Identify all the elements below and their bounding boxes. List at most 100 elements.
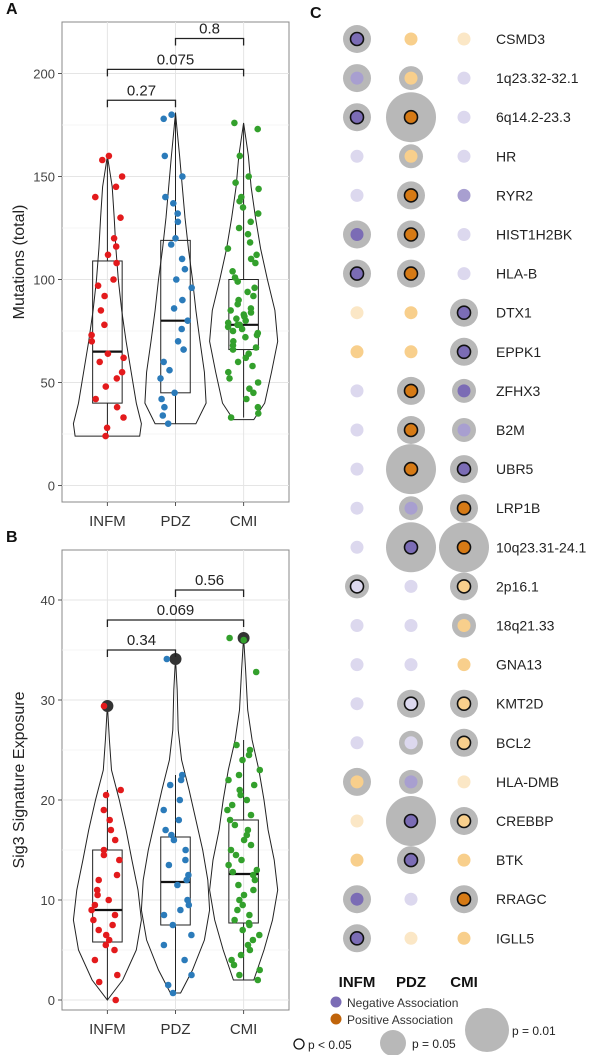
- data-point-cmi: [243, 796, 251, 804]
- p-value-label: 0.8: [199, 20, 220, 37]
- association-dot: [456, 891, 472, 907]
- data-point-pdz: [174, 881, 181, 889]
- association-dot: [404, 149, 418, 163]
- data-point-cmi: [233, 741, 240, 749]
- data-point-pdz: [188, 284, 195, 292]
- data-point-cmi: [234, 358, 242, 366]
- data-point-infm: [100, 851, 108, 859]
- data-point-infm: [109, 921, 116, 929]
- association-dot: [456, 813, 472, 829]
- x-tick-label-cmi: CMI: [230, 513, 258, 530]
- data-point-cmi: [225, 368, 232, 376]
- p-value-label: 0.34: [127, 632, 156, 649]
- data-point-cmi: [229, 327, 237, 335]
- data-point-cmi: [228, 956, 235, 964]
- data-point-cmi: [250, 292, 257, 300]
- data-point-cmi: [238, 856, 245, 864]
- y-tick-label: 100: [33, 273, 55, 288]
- data-point-pdz: [160, 806, 167, 814]
- comparison-bracket: [174, 589, 245, 597]
- legend-p01-circle: [465, 1008, 509, 1052]
- association-dot: [404, 775, 418, 789]
- data-point-infm: [100, 846, 108, 854]
- data-point-pdz: [169, 921, 177, 929]
- data-point-infm: [102, 931, 110, 939]
- comparison-bracket: [106, 68, 245, 77]
- data-point-cmi: [255, 185, 262, 193]
- data-point-pdz: [173, 276, 180, 283]
- data-point-pdz: [175, 816, 183, 824]
- data-point-pdz: [162, 826, 169, 834]
- row-label: IGLL5: [496, 930, 534, 946]
- data-point-infm: [88, 338, 96, 345]
- data-point-cmi: [246, 921, 253, 929]
- y-tick-label: 20: [41, 793, 55, 808]
- data-point-cmi: [225, 776, 232, 784]
- data-point-pdz: [188, 931, 195, 939]
- data-point-cmi: [249, 871, 257, 879]
- association-dot: [350, 853, 364, 867]
- data-point-infm: [113, 375, 121, 382]
- association-dot: [350, 619, 364, 632]
- association-dot: [350, 892, 364, 906]
- data-point-pdz: [159, 412, 167, 419]
- data-point-cmi: [229, 268, 236, 275]
- data-point-cmi: [250, 886, 257, 894]
- data-point-infm: [102, 432, 109, 440]
- data-point-cmi: [236, 197, 243, 205]
- data-point-cmi: [224, 245, 232, 252]
- data-point-cmi: [243, 831, 251, 839]
- data-point-pdz: [170, 200, 177, 207]
- x-tick-label-infm: INFM: [89, 1021, 126, 1038]
- data-point-pdz: [164, 420, 172, 428]
- row-label: UBR5: [496, 461, 534, 477]
- association-dot: [350, 71, 364, 85]
- association-dot: [403, 813, 419, 829]
- data-point-cmi: [234, 321, 241, 329]
- data-point-cmi: [246, 385, 253, 393]
- row-label: 1q23.32-32.1: [496, 70, 579, 86]
- row-label: HIST1H2BK: [496, 227, 573, 243]
- data-point-cmi: [254, 403, 262, 411]
- association-dot: [457, 188, 471, 202]
- association-dot: [404, 32, 418, 46]
- association-dot: [457, 384, 471, 398]
- data-point-cmi: [234, 906, 241, 914]
- row-label: 6q14.2-23.3: [496, 109, 571, 125]
- data-point-cmi: [225, 861, 232, 869]
- data-point-infm: [105, 152, 113, 160]
- data-point-infm: [111, 911, 119, 919]
- p-value-label: 0.075: [157, 51, 195, 68]
- p-value-label: 0.069: [157, 602, 195, 619]
- data-point-infm: [96, 358, 103, 366]
- association-dot: [404, 931, 418, 945]
- data-point-pdz: [185, 901, 193, 909]
- association-dot: [403, 852, 419, 868]
- association-dot: [457, 423, 471, 437]
- data-point-cmi: [252, 668, 260, 676]
- data-point-pdz: [168, 831, 175, 839]
- row-label: DTX1: [496, 305, 532, 321]
- data-point-infm: [105, 936, 113, 944]
- data-point-cmi: [246, 239, 254, 246]
- data-point-cmi: [226, 816, 234, 824]
- y-tick-label: 200: [33, 67, 55, 82]
- x-tick-label-infm: INFM: [89, 513, 126, 530]
- row-label: BTK: [496, 852, 524, 868]
- data-point-cmi: [242, 317, 249, 325]
- data-point-cmi: [233, 315, 240, 323]
- row-label: EPPK1: [496, 344, 541, 360]
- data-point-pdz: [178, 325, 185, 333]
- data-point-pdz: [161, 152, 169, 160]
- data-point-cmi: [254, 210, 262, 217]
- data-point-cmi: [255, 931, 263, 939]
- data-point-infm: [102, 941, 110, 949]
- association-dot: [350, 736, 364, 750]
- data-point-cmi: [256, 766, 264, 774]
- data-point-pdz: [174, 218, 182, 226]
- legend-p05-circle: [380, 1030, 406, 1055]
- data-point-infm: [113, 871, 121, 879]
- row-label: B2M: [496, 422, 525, 438]
- comparison-bracket: [106, 99, 177, 108]
- row-label: BCL2: [496, 735, 531, 751]
